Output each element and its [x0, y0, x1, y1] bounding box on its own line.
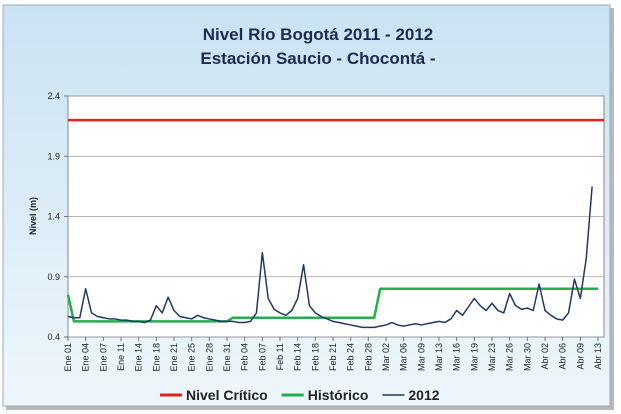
x-tick-label: Feb 24 [346, 343, 356, 371]
x-tick-label: Ene 21 [169, 343, 179, 372]
x-tick-label: Mar 19 [469, 343, 479, 371]
y-tick-label: 1.9 [47, 151, 60, 161]
x-tick-label: Mar 30 [522, 343, 532, 371]
x-tick-label: Ene 04 [81, 343, 91, 372]
x-tick-label: Feb 14 [293, 343, 303, 371]
x-tick-label: Ene 31 [222, 343, 232, 372]
x-tick-label: Ene 01 [63, 343, 73, 372]
x-tick-label: Feb 28 [363, 343, 373, 371]
x-tick-label: Mar 02 [381, 343, 391, 371]
y-tick-label: 0.4 [47, 332, 60, 342]
y-tick-label: 0.9 [47, 272, 60, 282]
x-tick-label: Feb 21 [328, 343, 338, 371]
series-line [67, 186, 593, 329]
x-tick-label: Mar 16 [452, 343, 462, 371]
chart-subtitle: Estación Saucio - Chocontá - [200, 49, 435, 68]
legend-label: Histórico [308, 387, 369, 403]
x-tick-label: Mar 23 [487, 343, 497, 371]
x-tick-label: Abr 13 [593, 343, 603, 370]
legend: Nivel Crítico Histórico 2012 [160, 387, 440, 403]
y-tick-label: 2.4 [47, 91, 60, 101]
x-tick-label: Feb 18 [310, 343, 320, 371]
y-tick-label: 1.4 [47, 212, 60, 222]
x-tick-label: Feb 11 [275, 343, 285, 370]
x-tick-label: Feb 04 [240, 343, 250, 371]
legend-label: 2012 [408, 387, 439, 403]
series-line [66, 287, 598, 323]
x-tick-label: Ene 25 [187, 343, 197, 372]
x-tick-label: Mar 26 [505, 343, 515, 371]
y-axis-label: Nivel (m) [28, 197, 38, 235]
chart-title: Nivel Río Bogotá 2011 - 2012 [203, 25, 434, 44]
x-tick-label: Ene 07 [98, 343, 108, 372]
x-tick-label: Abr 09 [575, 343, 585, 370]
x-tick-label: Feb 07 [257, 343, 267, 371]
x-tick-label: Ene 11 [116, 343, 126, 371]
x-tick-label: Mar 13 [434, 343, 444, 371]
legend-label: Nivel Crítico [186, 387, 268, 403]
x-tick-label: Abr 06 [558, 343, 568, 370]
x-tick-label: Ene 28 [204, 343, 214, 372]
x-tick-label: Abr 02 [540, 343, 550, 370]
x-tick-label: Ene 18 [151, 343, 161, 372]
x-tick-label: Ene 14 [134, 343, 144, 372]
x-tick-label: Mar 06 [399, 343, 409, 371]
x-tick-label: Mar 09 [416, 343, 426, 371]
